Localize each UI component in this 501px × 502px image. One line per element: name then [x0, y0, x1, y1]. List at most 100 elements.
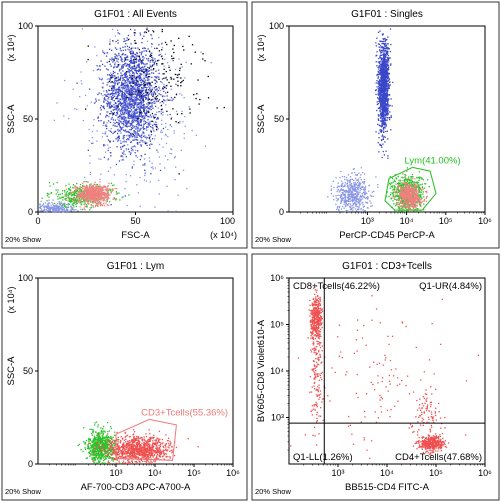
event-dot: [385, 103, 387, 105]
event-dot: [109, 194, 111, 196]
event-dot: [128, 71, 130, 73]
event-dot: [111, 98, 114, 100]
event-dot: [149, 105, 152, 108]
event-dot: [91, 186, 94, 188]
event-dot: [154, 76, 156, 78]
event-dot: [157, 60, 159, 62]
event-dot: [151, 43, 154, 45]
event-dot: [141, 42, 143, 44]
event-dot: [121, 155, 123, 157]
event-dot: [75, 199, 77, 202]
event-dot: [381, 156, 383, 159]
event-dot: [378, 98, 380, 100]
event-dot: [133, 55, 135, 58]
event-dot: [388, 86, 390, 88]
event-dot: [118, 92, 120, 94]
event-dot: [72, 187, 74, 189]
event-dot: [344, 211, 346, 213]
event-dot: [131, 119, 133, 121]
event-dot: [165, 134, 167, 137]
event-dot: [388, 94, 390, 96]
event-dot: [381, 58, 383, 60]
event-dot: [349, 209, 352, 211]
event-dot: [108, 116, 110, 118]
event-dot: [133, 112, 135, 115]
event-dot: [385, 97, 388, 99]
event-dot: [383, 97, 385, 99]
event-dot: [117, 135, 120, 138]
event-dot: [191, 129, 193, 132]
event-dot: [128, 136, 130, 138]
event-dot: [136, 130, 139, 132]
event-dot: [155, 98, 157, 101]
event-dot: [137, 102, 139, 104]
event-dot: [98, 185, 100, 187]
event-dot: [164, 155, 166, 157]
event-dot: [79, 188, 81, 190]
event-dot: [80, 189, 82, 191]
event-dot: [107, 98, 109, 100]
event-dot: [131, 56, 133, 58]
event-dot: [104, 192, 106, 195]
event-dot: [379, 77, 382, 79]
event-dot: [136, 52, 139, 55]
event-dot: [75, 189, 77, 191]
event-dot: [76, 192, 78, 195]
event-dot: [95, 194, 97, 196]
event-dot: [109, 107, 112, 109]
event-dot: [175, 93, 178, 95]
event-dot: [145, 97, 147, 100]
event-dot: [62, 199, 64, 201]
event-dot: [155, 96, 158, 98]
event-dot: [95, 203, 98, 205]
event-dot: [151, 138, 154, 140]
event-dot: [124, 140, 126, 142]
event-dot: [58, 203, 61, 205]
event-dot: [111, 184, 114, 187]
event-dot: [60, 201, 62, 203]
event-dot: [381, 85, 384, 87]
event-dot: [389, 111, 391, 113]
event-dot: [168, 64, 170, 67]
event-dot: [98, 158, 100, 160]
event-dot: [170, 153, 173, 155]
event-dot: [122, 70, 124, 72]
event-dot: [101, 197, 103, 199]
event-dot: [137, 65, 139, 67]
event-dot: [386, 72, 389, 74]
event-dot: [53, 208, 55, 210]
event-dot: [122, 65, 124, 68]
event-dot: [382, 69, 384, 72]
event-dot: [127, 117, 129, 119]
event-dot: [386, 68, 388, 71]
event-dot: [380, 105, 382, 107]
event-dot: [70, 206, 72, 208]
event-dot: [124, 84, 126, 86]
event-dot: [110, 188, 112, 191]
event-dot: [113, 106, 115, 108]
event-dot: [75, 209, 77, 211]
event-dot: [132, 99, 134, 101]
event-dot: [158, 54, 160, 56]
event-dot: [147, 107, 149, 109]
event-dot: [385, 116, 387, 118]
event-dot: [94, 191, 96, 193]
event-dot: [141, 133, 143, 135]
event-dot: [149, 76, 151, 78]
event-dot: [127, 144, 129, 146]
event-dot: [77, 193, 80, 196]
event-dot: [72, 194, 74, 196]
event-dot: [384, 61, 386, 64]
event-dot: [124, 129, 127, 131]
event-dot: [153, 100, 155, 103]
event-dot: [103, 107, 105, 110]
event-dot: [129, 101, 132, 103]
event-dot: [122, 126, 124, 128]
event-dot: [385, 53, 388, 55]
event-dot: [384, 99, 386, 101]
event-dot: [379, 111, 382, 113]
event-dot: [383, 91, 385, 93]
event-dot: [143, 78, 145, 80]
event-dot: [140, 105, 142, 107]
event-dot: [122, 77, 124, 80]
